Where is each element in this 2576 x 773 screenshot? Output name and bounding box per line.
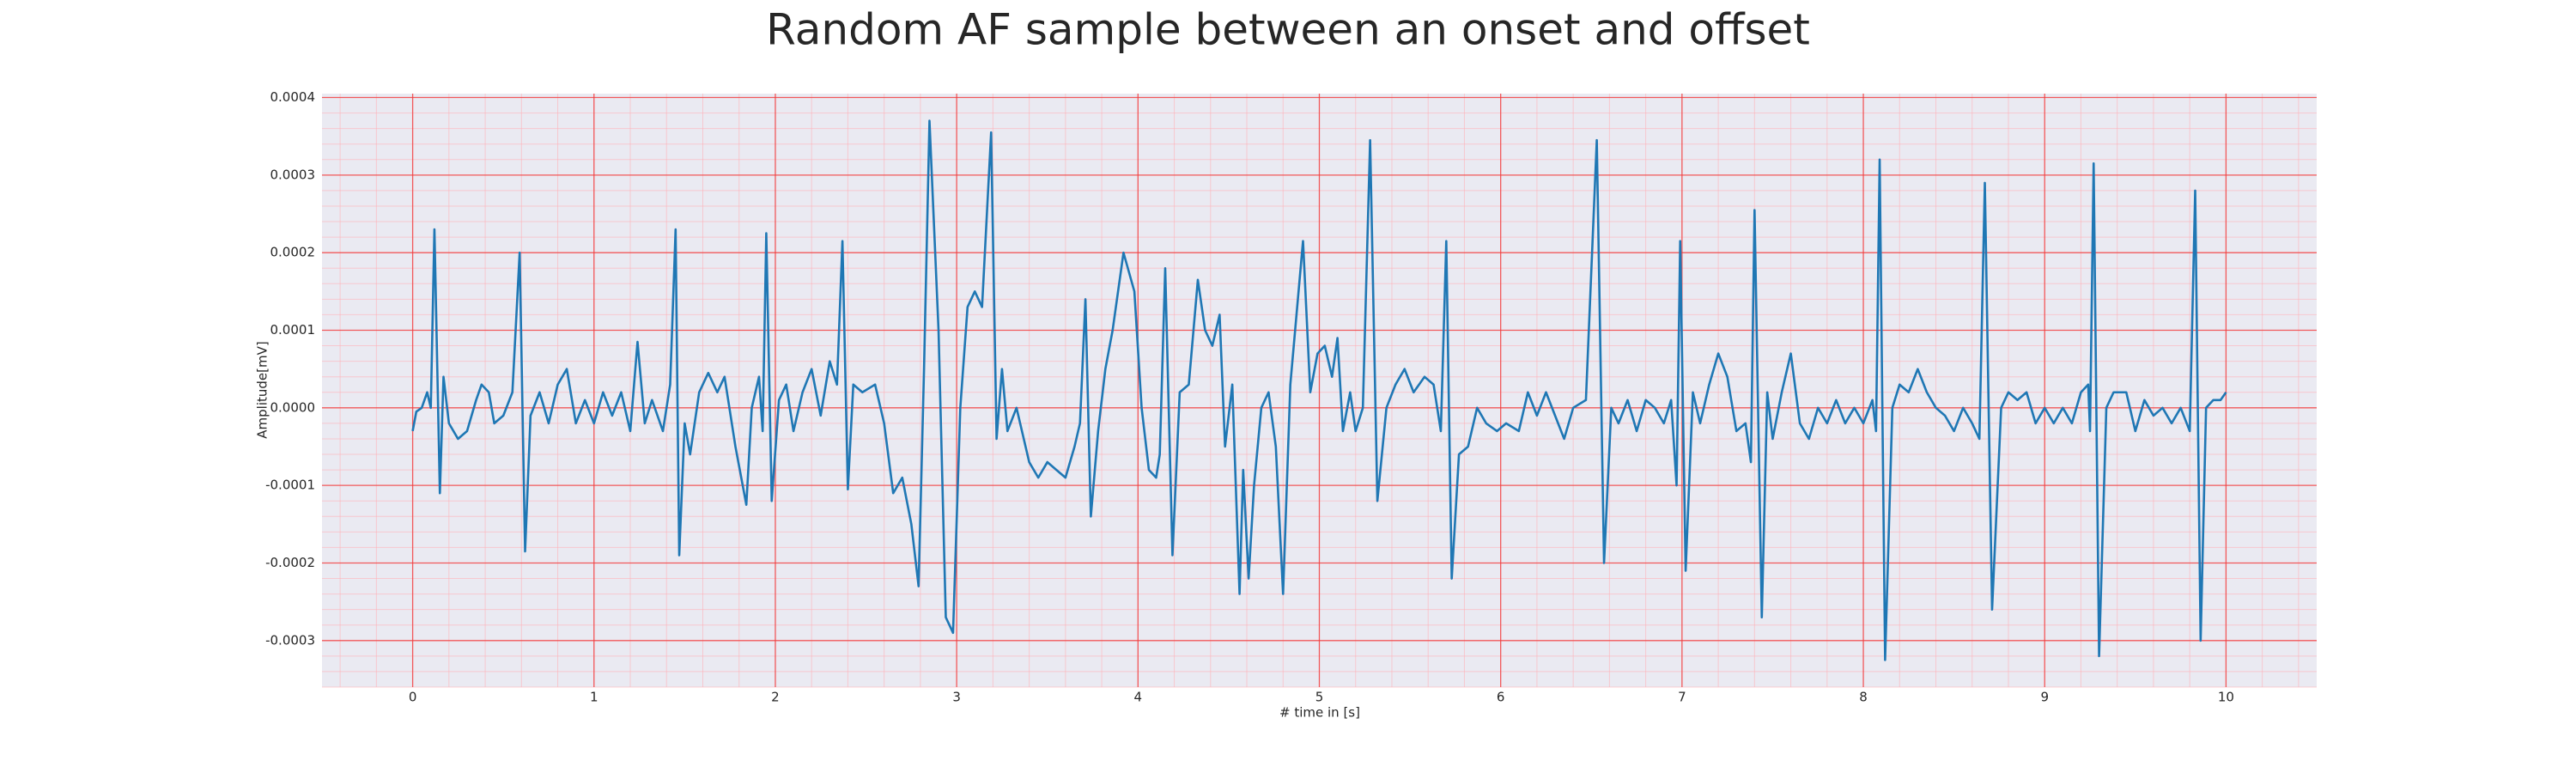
y-tick-label: 0.0001 — [270, 322, 316, 338]
x-tick-label: 7 — [1678, 690, 1686, 705]
x-tick-label: 5 — [1315, 690, 1324, 705]
y-tick-label: -0.0002 — [265, 555, 315, 570]
x-tick-label: 1 — [590, 690, 598, 705]
y-tick-label: 0.0000 — [270, 399, 316, 415]
x-tick-label: 3 — [952, 690, 961, 705]
labels: 0 1 2 3 4 5 6 7 8 9 10 -0.0003 -0.0002 -0.0001 0.0000 0… — [265, 89, 2234, 704]
y-axis-label: Amplitude[mV] — [255, 341, 270, 438]
y-tick-label: -0.0001 — [265, 478, 315, 493]
x-tick-label: 2 — [771, 690, 780, 705]
marks — [411, 119, 2227, 661]
x-tick-label: 4 — [1134, 690, 1143, 705]
y-tick-label: 0.0004 — [270, 89, 316, 105]
chart-title: Random AF sample between an onset and of… — [766, 5, 1810, 55]
y-tick-label: 0.0002 — [270, 245, 316, 260]
signal-line — [411, 119, 2227, 661]
x-tick-label: 9 — [2040, 690, 2049, 705]
x-axis-label: # time in [s] — [1279, 705, 1360, 721]
x-tick-label: 0 — [409, 690, 417, 705]
x-tick-label: 10 — [2218, 690, 2234, 705]
x-tick-label: 6 — [1497, 690, 1505, 705]
y-tick-label: -0.0003 — [265, 632, 315, 648]
y-tick-label: 0.0003 — [270, 167, 316, 182]
grid — [322, 94, 2317, 688]
x-tick-label: 8 — [1859, 690, 1868, 705]
